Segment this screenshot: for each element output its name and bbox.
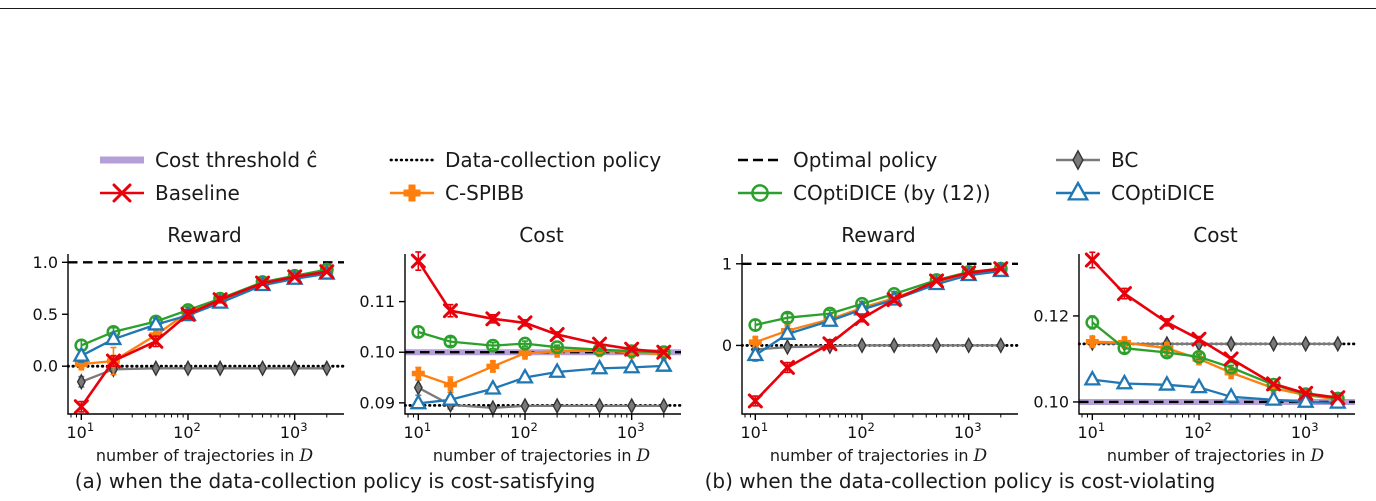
legend-item-c-spibb: C-SPIBB — [388, 178, 736, 208]
chart-title-a-cost: Cost — [519, 223, 564, 247]
plus-marker-swatch — [390, 184, 434, 202]
diamond-marker-swatch — [1056, 149, 1100, 171]
legend-item-baseline: Baseline — [98, 178, 388, 208]
x-axis-label-b-cost: number of trajectories in D — [1025, 446, 1362, 466]
legend: Cost threshold ĉ Data-collection policy … — [98, 145, 1215, 208]
legend-label-optimal-policy: Optimal policy — [793, 148, 938, 172]
legend-item-data-collection-policy: Data-collection policy — [388, 145, 736, 175]
chart-a-reward: Reward 0.0 0.5 1.0 101 102 103 number of traj… — [14, 222, 351, 466]
svg-text:101: 101 — [1077, 420, 1105, 442]
svg-text:0.5: 0.5 — [33, 305, 58, 324]
svg-text:0.09: 0.09 — [359, 393, 395, 412]
x-axis-label-text: number of trajectories in — [1106, 446, 1306, 465]
svg-text:102: 102 — [173, 420, 201, 442]
b-cost-plot: 0.10 0.12 101 102 103 — [1033, 251, 1357, 442]
legend-label-baseline: Baseline — [155, 181, 240, 205]
legend-item-cost-threshold: Cost threshold ĉ — [98, 145, 388, 175]
svg-text:103: 103 — [617, 420, 645, 442]
svg-text:1: 1 — [722, 254, 732, 273]
svg-text:1.0: 1.0 — [33, 253, 58, 272]
a-cost-plot: 0.09 0.10 0.11 101 102 103 — [359, 251, 683, 442]
x-marker-swatch — [100, 183, 144, 203]
svg-text:101: 101 — [740, 420, 768, 442]
x-axis-label-text: number of trajectories in — [95, 446, 295, 465]
dataset-symbol: D — [636, 446, 651, 466]
legend-item-bc: BC — [1054, 145, 1215, 175]
legend-label-bc: BC — [1111, 148, 1139, 172]
legend-label-cost-threshold: Cost threshold ĉ — [155, 148, 318, 172]
svg-text:102: 102 — [1184, 420, 1212, 442]
dataset-symbol: D — [1310, 446, 1325, 466]
x-axis-label-text: number of trajectories in — [432, 446, 632, 465]
legend-label-coptidice: COptiDICE — [1111, 181, 1215, 205]
x-axis-label-b-reward: number of trajectories in D — [688, 446, 1025, 466]
legend-item-coptidice: COptiDICE — [1054, 178, 1215, 208]
b-reward-plot: 0 1 101 102 103 — [722, 254, 1020, 442]
chart-b-cost: Cost 0.10 0.12 101 102 103 number of traject… — [1025, 222, 1362, 466]
dashed-line-swatch — [738, 158, 782, 162]
a-reward-plot: 0.0 0.5 1.0 101 102 103 — [33, 253, 346, 442]
legend-item-optimal-policy: Optimal policy — [736, 145, 1054, 175]
svg-text:102: 102 — [510, 420, 538, 442]
triangle-marker-swatch — [1056, 180, 1100, 201]
dotted-line-swatch — [389, 158, 435, 162]
legend-label-c-spibb: C-SPIBB — [445, 181, 525, 205]
dataset-symbol: D — [973, 446, 988, 466]
chart-title-b-cost: Cost — [1193, 223, 1238, 247]
x-axis-label-a-reward: number of trajectories in D — [14, 446, 351, 466]
svg-text:0.11: 0.11 — [359, 292, 395, 311]
x-axis-label-a-cost: number of trajectories in D — [351, 446, 688, 466]
top-divider-rule — [0, 8, 1376, 9]
svg-text:0.10: 0.10 — [359, 343, 395, 362]
svg-text:103: 103 — [1291, 420, 1319, 442]
svg-text:101: 101 — [403, 420, 431, 442]
circle-marker-swatch — [738, 184, 782, 202]
svg-text:103: 103 — [280, 420, 308, 442]
svg-text:0.0: 0.0 — [33, 357, 58, 376]
chart-title-b-reward: Reward — [841, 223, 916, 247]
chart-title-a-reward: Reward — [167, 223, 242, 247]
charts-row: Reward 0.0 0.5 1.0 101 102 103 number of traj… — [14, 222, 1362, 466]
svg-text:0.10: 0.10 — [1033, 392, 1069, 411]
legend-label-data-collection-policy: Data-collection policy — [445, 148, 662, 172]
chart-a-cost: Cost 0.09 0.10 0.11 101 102 103 number of tra… — [351, 222, 688, 466]
legend-label-coptidice-12: COptiDICE (by (12)) — [793, 181, 991, 205]
svg-text:0: 0 — [722, 336, 732, 355]
svg-text:0.12: 0.12 — [1033, 306, 1069, 325]
chart-b-reward: Reward 0 1 101 102 103 number of trajectorie… — [688, 222, 1025, 466]
cost-threshold-line-swatch — [100, 156, 144, 164]
svg-text:102: 102 — [847, 420, 875, 442]
svg-text:101: 101 — [66, 420, 94, 442]
dataset-symbol: D — [299, 446, 314, 466]
subfigure-caption-b: (b) when the data-collection policy is c… — [704, 469, 1216, 493]
x-axis-label-text: number of trajectories in — [769, 446, 969, 465]
legend-item-coptidice-12: COptiDICE (by (12)) — [736, 178, 1054, 208]
svg-text:103: 103 — [954, 420, 982, 442]
subfigure-caption-a: (a) when the data-collection policy is c… — [74, 469, 596, 493]
